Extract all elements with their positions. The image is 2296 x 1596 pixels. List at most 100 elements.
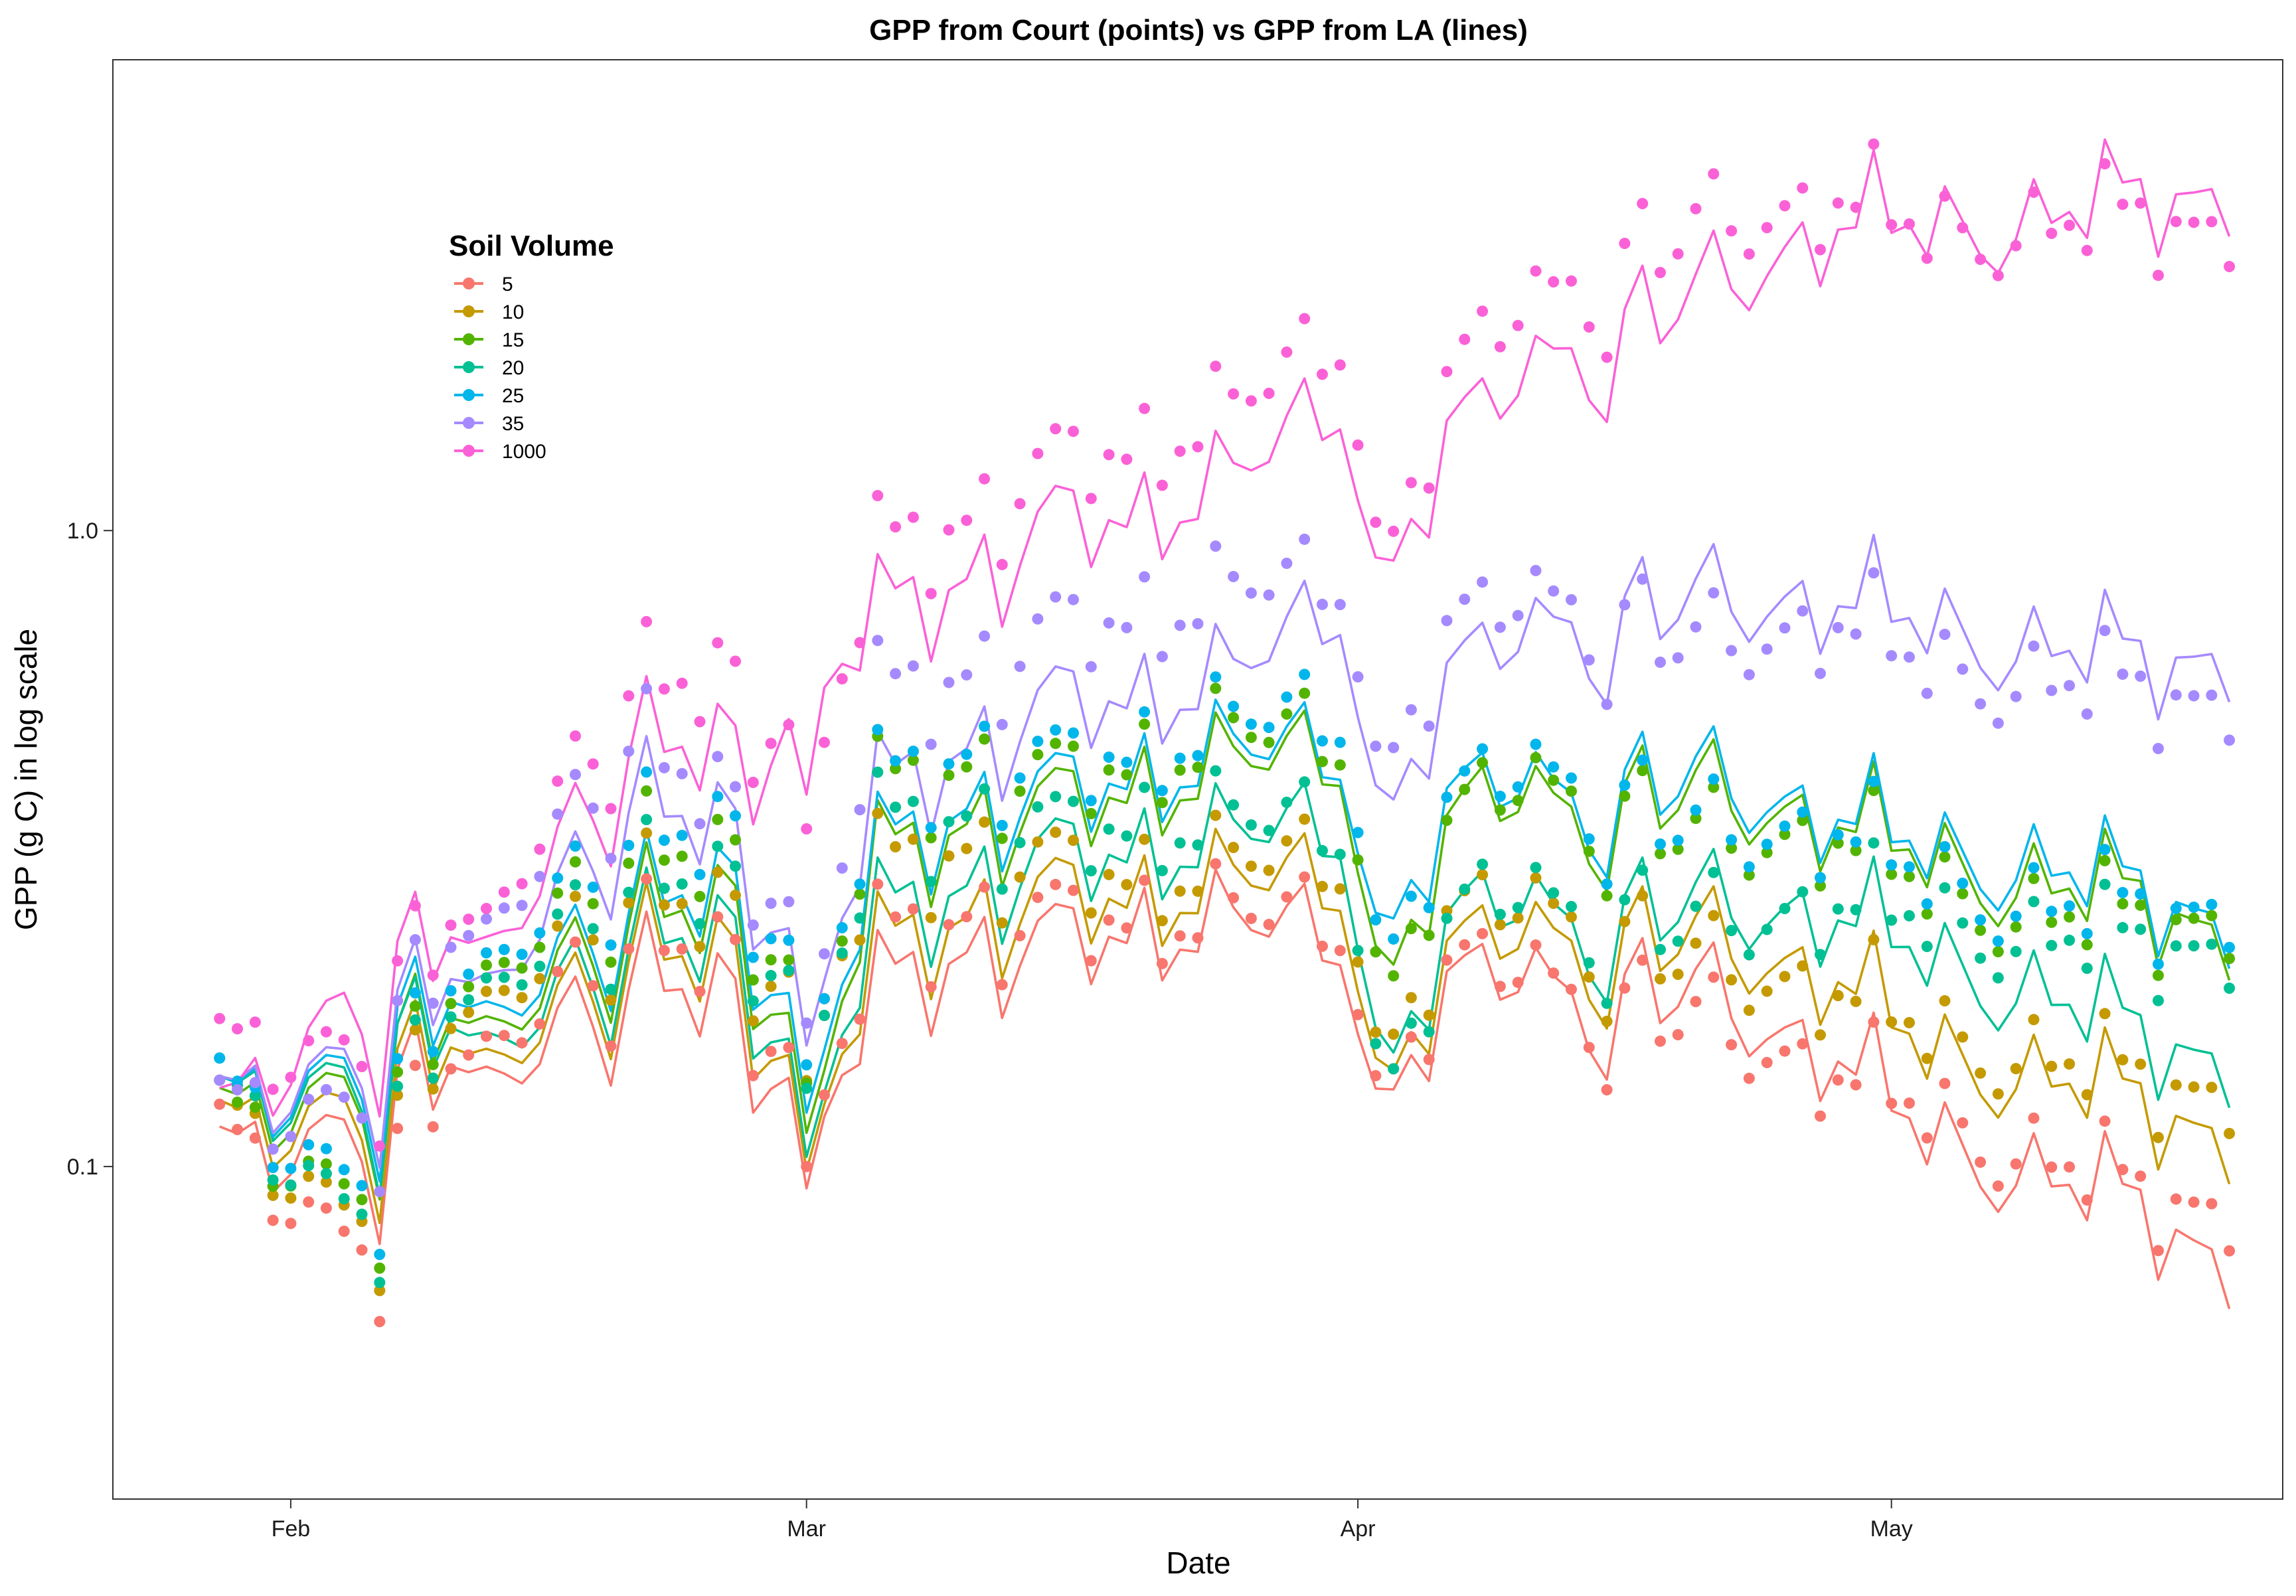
series-point-35	[2206, 689, 2218, 701]
series-point-5	[2046, 1161, 2058, 1173]
series-point-1000	[2170, 216, 2182, 228]
legend-dot-15	[463, 333, 475, 345]
series-point-35	[1992, 717, 2004, 729]
series-point-5	[2064, 1161, 2076, 1173]
series-point-5	[996, 979, 1008, 991]
series-point-20	[605, 983, 617, 995]
series-point-10	[374, 1285, 386, 1297]
series-point-35	[481, 913, 492, 925]
series-point-10	[1726, 974, 1738, 986]
series-point-35	[1832, 621, 1844, 633]
series-point-35	[552, 808, 564, 820]
series-point-15	[1405, 923, 1417, 935]
series-point-20	[2206, 938, 2218, 950]
series-point-20	[1708, 866, 1720, 878]
series-point-20	[1530, 862, 1542, 874]
series-point-35	[1690, 621, 1702, 633]
series-point-35	[1583, 654, 1595, 666]
series-point-35	[1477, 576, 1489, 588]
series-point-25	[2010, 910, 2022, 922]
series-point-20	[516, 979, 528, 991]
series-point-10	[623, 897, 635, 909]
series-point-20	[1174, 837, 1186, 849]
series-point-10	[1085, 907, 1097, 919]
series-point-1000	[1050, 423, 1062, 435]
series-point-25	[1619, 779, 1631, 791]
series-point-10	[1370, 1026, 1382, 1038]
series-point-5	[765, 1046, 777, 1058]
series-point-5	[1761, 1057, 1773, 1068]
series-point-20	[783, 965, 795, 977]
series-point-25	[1388, 933, 1400, 945]
series-point-10	[2170, 1079, 2182, 1091]
series-point-10	[2010, 1063, 2022, 1075]
series-point-20	[1121, 830, 1133, 842]
series-point-35	[587, 802, 599, 814]
series-point-1000	[1459, 333, 1471, 345]
series-point-35	[1957, 663, 1969, 675]
series-point-5	[1548, 967, 1560, 979]
series-point-15	[712, 813, 724, 825]
series-point-35	[623, 746, 635, 758]
series-point-25	[2099, 844, 2111, 856]
series-point-25	[2153, 958, 2164, 970]
series-point-5	[516, 1037, 528, 1049]
series-point-10	[285, 1192, 297, 1204]
series-point-10	[1494, 919, 1506, 931]
series-point-35	[2224, 734, 2236, 746]
legend-dot-1000	[463, 445, 475, 457]
series-point-5	[676, 943, 688, 955]
series-point-5	[1263, 919, 1275, 930]
legend-dot-25	[463, 389, 475, 401]
series-point-15	[1156, 797, 1168, 809]
series-point-1000	[961, 515, 973, 526]
series-point-20	[1566, 901, 1577, 912]
series-point-10	[427, 1083, 439, 1095]
series-point-1000	[1619, 238, 1631, 250]
series-point-15	[498, 957, 510, 969]
series-point-5	[623, 943, 635, 955]
series-point-1000	[1512, 319, 1524, 331]
series-point-20	[1405, 1017, 1417, 1029]
series-point-35	[694, 818, 706, 830]
series-point-25	[943, 758, 955, 770]
series-point-20	[1797, 886, 1809, 898]
series-point-20	[1334, 848, 1346, 860]
series-point-35	[1068, 594, 1079, 605]
series-point-20	[1655, 943, 1666, 955]
series-point-1000	[1352, 439, 1364, 451]
series-point-35	[214, 1074, 226, 1086]
series-point-20	[943, 816, 955, 828]
series-point-1000	[676, 677, 688, 689]
series-point-5	[1174, 930, 1186, 942]
series-point-35	[979, 630, 991, 642]
series-point-15	[2224, 953, 2236, 965]
series-point-5	[1690, 996, 1702, 1008]
series-point-10	[907, 833, 919, 845]
series-point-5	[2117, 1164, 2129, 1176]
axis-ticks: Feb Mar Apr May 0.1 1.0	[67, 519, 1913, 1542]
series-point-15	[1477, 757, 1489, 769]
series-point-5	[925, 981, 937, 993]
series-point-15	[1085, 808, 1097, 819]
series-point-5	[1655, 1035, 1666, 1047]
series-point-5	[712, 911, 724, 923]
series-point-25	[1583, 833, 1595, 845]
series-point-10	[1388, 1028, 1400, 1040]
series-point-15	[961, 761, 973, 773]
series-point-35	[1174, 619, 1186, 631]
series-point-5	[1904, 1097, 1915, 1109]
series-point-35	[445, 941, 457, 953]
series-point-10	[1672, 969, 1684, 980]
legend-label-25: 25	[502, 385, 524, 407]
series-point-25	[232, 1076, 243, 1087]
series-point-35	[765, 898, 777, 910]
series-point-35	[1459, 594, 1471, 605]
series-point-35	[338, 1091, 350, 1103]
series-point-25	[979, 720, 991, 732]
series-point-1000	[1405, 477, 1417, 489]
series-point-25	[1566, 772, 1577, 784]
series-point-25	[1121, 756, 1133, 768]
series-point-20	[1815, 949, 1826, 961]
series-point-25	[1156, 785, 1168, 797]
